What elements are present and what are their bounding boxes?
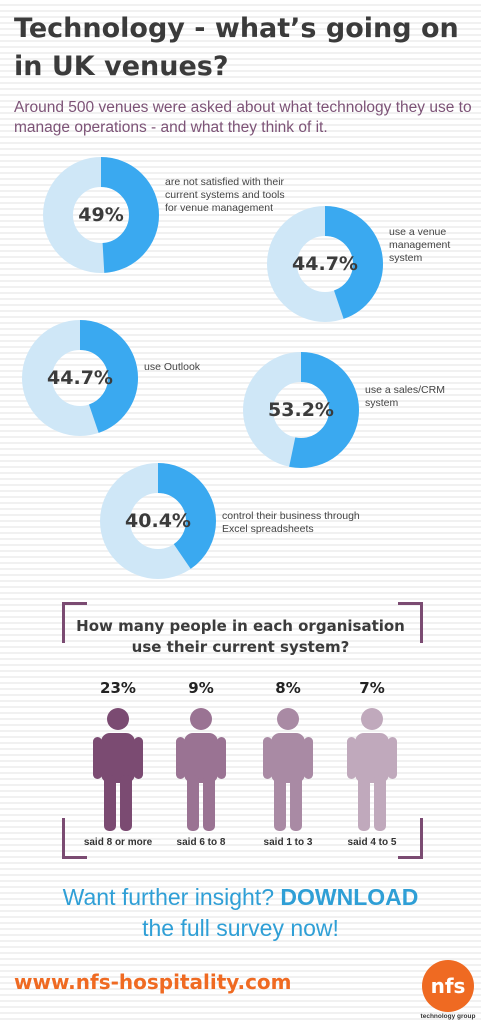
bracket-bottom-right [398, 818, 423, 859]
download-link[interactable]: DOWNLOAD [280, 884, 419, 910]
person-label: said 6 to 8 [176, 837, 226, 848]
person-label: said 8 or more [83, 837, 153, 848]
person-stat: 8% said 1 to 3 [253, 679, 323, 848]
person-icon [347, 708, 397, 831]
person-stat: 23% said 8 or more [83, 679, 153, 848]
donut-percent: 44.7% [292, 253, 358, 275]
donut-percent: 40.4% [125, 510, 191, 532]
donut-sales-crm: 53.2% [243, 352, 359, 468]
person-icon [176, 708, 226, 831]
stat-description: use a sales/CRM system [365, 384, 445, 409]
person-percent: 8% [275, 679, 301, 697]
bracket-top-right [398, 602, 423, 643]
person-percent: 7% [359, 679, 385, 697]
cta-line2: the full survey now! [142, 915, 339, 941]
website-link[interactable]: www.nfs-hospitality.com [14, 970, 292, 994]
person-label: said 4 to 5 [347, 837, 397, 848]
person-icon [93, 708, 143, 831]
stat-description: are not satisfied with their current sys… [165, 176, 285, 214]
page-title: Technology - what’s going on in UK venue… [14, 13, 459, 82]
donut-venue-management: 44.7% [267, 206, 383, 322]
donut-excel: 40.4% [100, 463, 216, 579]
person-label: said 1 to 3 [263, 837, 313, 848]
donut-arc [100, 463, 216, 579]
page-subtitle: Around 500 venues were asked about what … [14, 99, 472, 136]
donut-percent: 53.2% [268, 399, 334, 421]
donut-arc [267, 206, 383, 322]
donut-arc [22, 320, 138, 436]
donut-arc [243, 352, 359, 468]
person-icon [263, 708, 313, 831]
donut-outlook: 44.7% [22, 320, 138, 436]
person-stat: 7% said 4 to 5 [337, 679, 407, 848]
person-stat: 9% said 6 to 8 [166, 679, 236, 848]
download-cta[interactable]: Want further insight? DOWNLOAD the full … [20, 882, 461, 944]
bracket-top-left [62, 602, 87, 643]
logo-subtext: technology group [420, 1013, 476, 1020]
donut-percent: 49% [78, 204, 124, 226]
stat-description: use Outlook [144, 361, 201, 373]
donut-not-satisfied: 49% [43, 157, 159, 273]
person-percent: 9% [188, 679, 214, 697]
donut-percent: 44.7% [47, 367, 113, 389]
cta-prefix: Want further insight? [62, 884, 281, 910]
stat-description: control their business through Excel spr… [222, 510, 360, 535]
people-question: How many people in each organisation use… [76, 617, 405, 656]
nfs-logo: nfs [422, 960, 474, 1012]
bracket-bottom-left [62, 818, 87, 859]
person-percent: 23% [100, 679, 136, 697]
logo-text: nfs [430, 974, 466, 998]
stat-description: use a venue management system [389, 226, 451, 264]
donut-arc [43, 157, 159, 273]
